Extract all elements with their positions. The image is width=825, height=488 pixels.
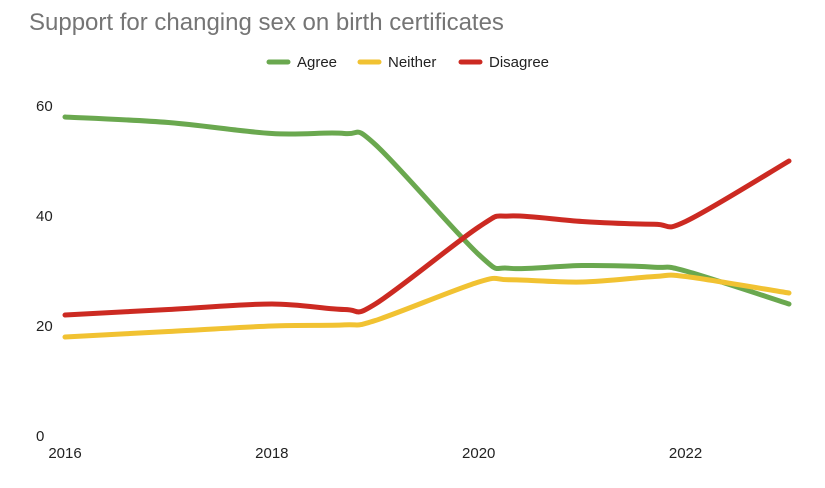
y-tick-label: 20 xyxy=(36,318,53,335)
x-axis-ticks: 2016 2018 2020 2022 xyxy=(48,445,702,462)
legend-item-disagree: Disagree xyxy=(458,54,549,71)
legend: Agree Neither Disagree xyxy=(266,54,549,71)
y-tick-label: 40 xyxy=(36,208,53,225)
chart-title: Support for changing sex on birth certif… xyxy=(29,9,504,36)
series-line-neither xyxy=(62,272,792,340)
y-axis-ticks: 0 20 40 60 xyxy=(36,98,53,445)
x-tick-label: 2020 xyxy=(462,445,495,462)
legend-label-agree: Agree xyxy=(297,54,337,71)
x-tick-label: 2018 xyxy=(255,445,288,462)
legend-label-disagree: Disagree xyxy=(489,54,549,71)
series-line-disagree xyxy=(62,158,792,318)
legend-label-neither: Neither xyxy=(388,54,436,71)
x-tick-label: 2016 xyxy=(48,445,81,462)
legend-item-agree: Agree xyxy=(266,54,337,71)
series-layer xyxy=(62,114,792,340)
legend-item-neither: Neither xyxy=(357,54,436,71)
y-tick-label: 60 xyxy=(36,98,53,115)
x-tick-label: 2022 xyxy=(669,445,702,462)
y-tick-label: 0 xyxy=(36,428,44,445)
